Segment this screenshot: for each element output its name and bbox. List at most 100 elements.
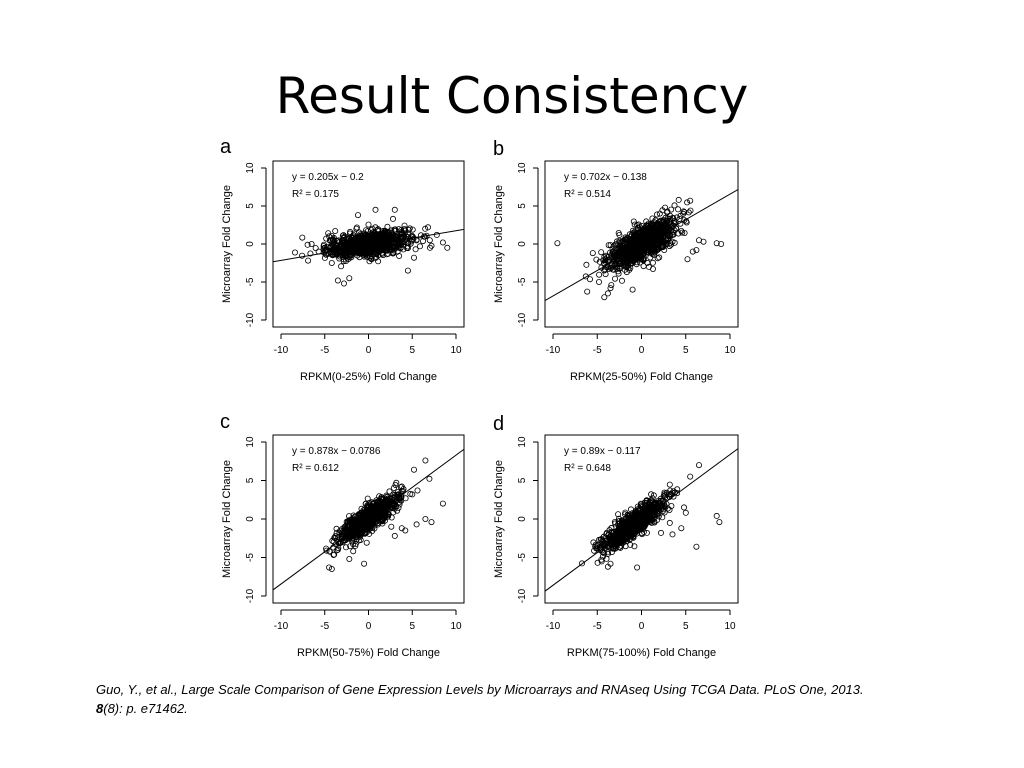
data-point bbox=[304, 241, 311, 248]
fit-equation: y = 0.702x − 0.138 bbox=[564, 172, 647, 183]
plot-frame bbox=[272, 434, 465, 604]
data-point bbox=[640, 505, 647, 512]
regression-line bbox=[545, 189, 738, 301]
data-point bbox=[608, 282, 615, 289]
data-point bbox=[646, 224, 653, 231]
outlier-point bbox=[681, 504, 688, 511]
data-point bbox=[332, 227, 339, 234]
data-point bbox=[362, 500, 369, 507]
plot-frame bbox=[272, 160, 465, 328]
outlier-point bbox=[439, 500, 446, 507]
outlier-point bbox=[328, 259, 335, 266]
outlier-point bbox=[323, 547, 330, 554]
data-point bbox=[647, 254, 654, 261]
y-axis-label: Microarray Fold Change bbox=[221, 185, 233, 303]
data-point bbox=[675, 230, 682, 237]
data-point bbox=[365, 221, 372, 228]
x-tick-label: 5 bbox=[409, 621, 415, 632]
data-point bbox=[641, 521, 648, 528]
x-tick-label: -10 bbox=[546, 621, 561, 632]
data-point bbox=[619, 246, 626, 253]
x-tick-label: 10 bbox=[450, 345, 462, 356]
data-point bbox=[602, 271, 609, 278]
data-point bbox=[626, 239, 633, 246]
data-point bbox=[609, 246, 616, 253]
data-point bbox=[596, 258, 603, 265]
slide-title: Result Consistency bbox=[275, 67, 749, 125]
data-point bbox=[389, 250, 396, 257]
data-point bbox=[605, 265, 612, 272]
y-axis: -10 -5 0 5 10 bbox=[517, 436, 539, 603]
data-point bbox=[621, 256, 628, 263]
data-point bbox=[326, 548, 333, 555]
outlier-point bbox=[439, 239, 446, 246]
panel-letter: a bbox=[220, 136, 232, 158]
outlier-point bbox=[328, 566, 335, 573]
outlier-point bbox=[713, 240, 720, 247]
r-squared: R² = 0.648 bbox=[564, 463, 611, 474]
data-point bbox=[333, 547, 340, 554]
data-point bbox=[345, 524, 352, 531]
data-point bbox=[613, 252, 620, 259]
data-point bbox=[378, 249, 385, 256]
data-point bbox=[633, 230, 640, 237]
x-tick-label: 5 bbox=[409, 345, 415, 356]
outlier-point bbox=[321, 248, 328, 255]
outlier-point bbox=[604, 290, 611, 297]
fit-equation: y = 0.205x − 0.2 bbox=[292, 172, 364, 183]
data-point bbox=[386, 488, 393, 495]
outlier-point bbox=[658, 529, 665, 536]
data-point bbox=[355, 519, 362, 526]
data-point bbox=[630, 218, 637, 225]
data-point bbox=[651, 500, 658, 507]
data-point bbox=[612, 545, 619, 552]
data-point bbox=[400, 231, 407, 238]
data-point bbox=[649, 230, 656, 237]
outlier-point bbox=[696, 462, 703, 469]
data-point bbox=[398, 241, 405, 248]
data-point bbox=[383, 502, 390, 509]
data-point bbox=[687, 207, 694, 214]
data-point bbox=[387, 237, 394, 244]
data-point bbox=[396, 493, 403, 500]
data-point bbox=[600, 257, 607, 264]
data-point bbox=[638, 249, 645, 256]
data-point bbox=[349, 251, 356, 258]
plot-frame bbox=[544, 160, 739, 328]
data-point bbox=[428, 242, 435, 249]
regression-line bbox=[273, 228, 464, 263]
outlier-point bbox=[634, 564, 641, 571]
data-point bbox=[331, 551, 338, 558]
data-point bbox=[400, 246, 407, 253]
data-point bbox=[361, 518, 368, 525]
scatter-panel-a: a y = 0.205x − 0.2 R² = 0.175 -10 -5 0 5 10 RPKM… bbox=[220, 136, 465, 383]
data-point bbox=[350, 548, 357, 555]
data-point bbox=[396, 501, 403, 508]
data-point bbox=[596, 536, 603, 543]
data-point bbox=[388, 514, 395, 521]
data-point bbox=[353, 242, 360, 249]
data-point bbox=[405, 230, 412, 237]
outlier-point bbox=[675, 196, 682, 203]
x-axis: -10 -5 0 5 10 bbox=[274, 609, 462, 632]
data-point bbox=[409, 226, 416, 233]
data-point bbox=[605, 242, 612, 249]
data-point bbox=[333, 525, 340, 532]
outlier-point bbox=[716, 519, 723, 526]
y-tick-label: 5 bbox=[245, 477, 256, 483]
data-point bbox=[668, 490, 675, 497]
data-point bbox=[372, 236, 379, 243]
data-point bbox=[597, 547, 604, 554]
data-point bbox=[397, 230, 404, 237]
data-point bbox=[636, 223, 643, 230]
data-point bbox=[375, 239, 382, 246]
data-point bbox=[670, 215, 677, 222]
data-point bbox=[650, 265, 657, 272]
outlier-point bbox=[693, 247, 700, 254]
data-point bbox=[649, 220, 656, 227]
data-point bbox=[343, 253, 350, 260]
outlier-point bbox=[684, 256, 691, 263]
data-point bbox=[633, 254, 640, 261]
data-point bbox=[392, 233, 399, 240]
data-point bbox=[587, 276, 594, 283]
